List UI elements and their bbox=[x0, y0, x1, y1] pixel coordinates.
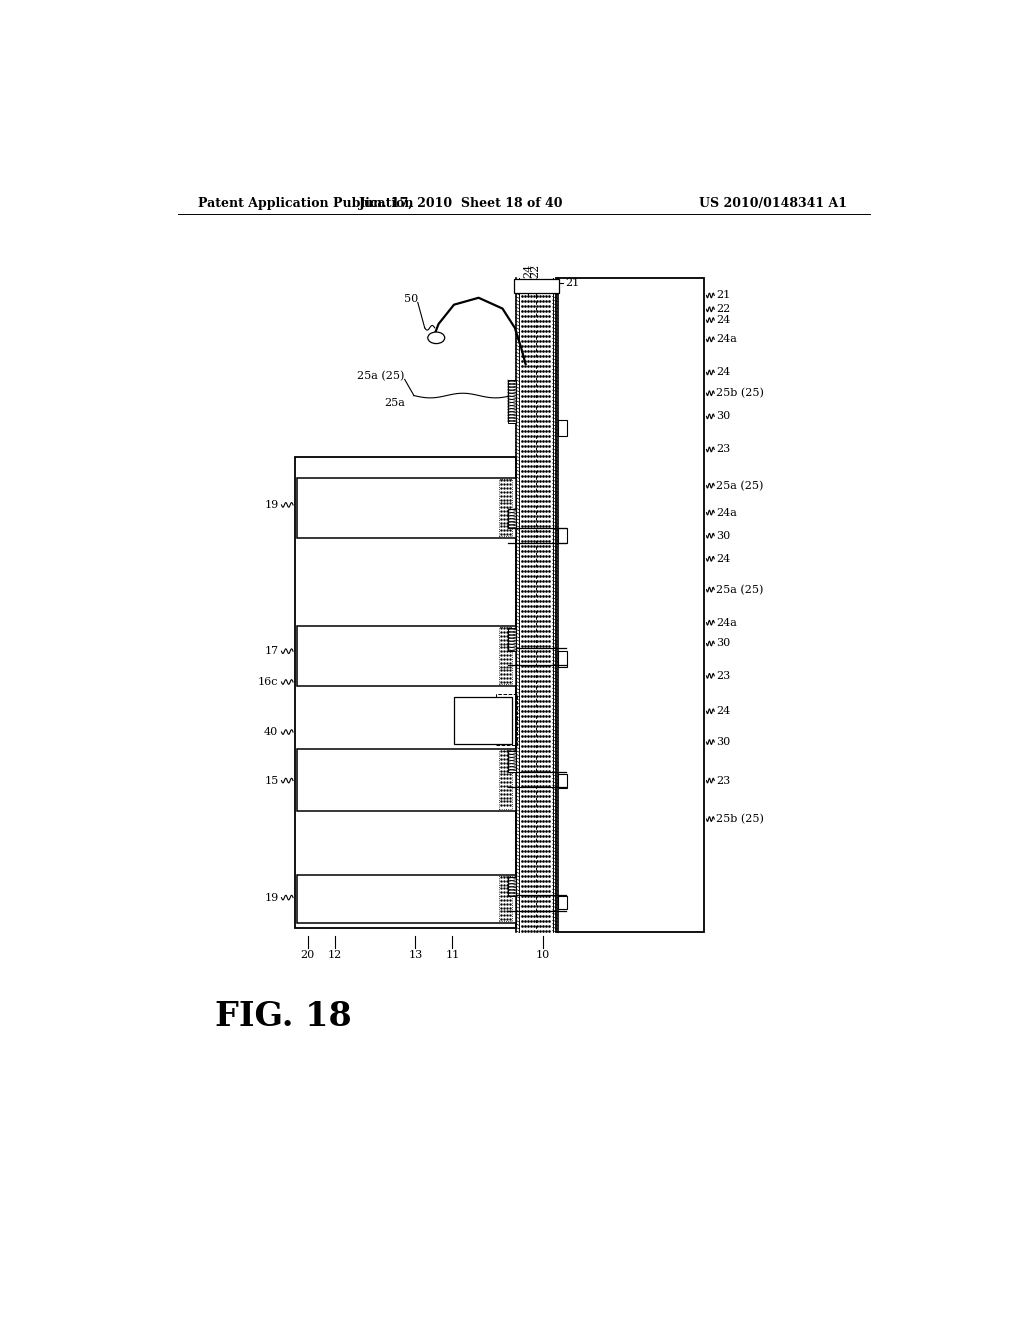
Bar bbox=[508, 876, 515, 896]
Text: 24: 24 bbox=[716, 315, 730, 325]
Bar bbox=[508, 628, 515, 651]
Bar bbox=[558, 775, 567, 788]
Bar bbox=[295, 457, 515, 928]
Bar bbox=[558, 896, 567, 909]
Bar bbox=[514, 280, 559, 293]
Bar bbox=[558, 651, 567, 667]
Text: 16c: 16c bbox=[258, 677, 279, 686]
Bar bbox=[508, 380, 515, 424]
Text: 17: 17 bbox=[264, 647, 279, 656]
Text: 25b (25): 25b (25) bbox=[716, 814, 764, 824]
Bar bbox=[297, 875, 515, 923]
Text: 30: 30 bbox=[716, 531, 730, 541]
Bar bbox=[499, 627, 512, 684]
Text: 13: 13 bbox=[409, 950, 423, 961]
Text: Jun. 17, 2010  Sheet 18 of 40: Jun. 17, 2010 Sheet 18 of 40 bbox=[359, 197, 564, 210]
Text: 23: 23 bbox=[716, 671, 730, 681]
Bar bbox=[558, 528, 567, 544]
Text: 30: 30 bbox=[716, 737, 730, 747]
Bar bbox=[297, 626, 515, 686]
Text: 21: 21 bbox=[716, 290, 730, 301]
Text: 19: 19 bbox=[264, 892, 279, 903]
Text: 30: 30 bbox=[716, 412, 730, 421]
Text: 24a: 24a bbox=[716, 618, 736, 628]
Text: US 2010/0148341 A1: US 2010/0148341 A1 bbox=[698, 197, 847, 210]
Text: 24: 24 bbox=[716, 367, 730, 378]
Text: 25b (25): 25b (25) bbox=[716, 388, 764, 399]
Text: 20: 20 bbox=[300, 950, 314, 961]
Text: 25a (25): 25a (25) bbox=[716, 585, 763, 595]
Text: 11: 11 bbox=[445, 950, 460, 961]
Text: Patent Application Publication: Patent Application Publication bbox=[199, 197, 414, 210]
Text: 40: 40 bbox=[264, 727, 279, 737]
Bar bbox=[556, 277, 705, 932]
Text: 19: 19 bbox=[264, 500, 279, 510]
Bar bbox=[497, 693, 517, 744]
Text: 23: 23 bbox=[716, 776, 730, 785]
Bar bbox=[297, 478, 515, 539]
Text: 22: 22 bbox=[716, 305, 730, 314]
Bar bbox=[558, 420, 567, 436]
Text: 24: 24 bbox=[716, 554, 730, 564]
Text: 25a (25): 25a (25) bbox=[716, 480, 763, 491]
Bar bbox=[499, 479, 512, 536]
Text: 12: 12 bbox=[328, 950, 342, 961]
Text: 24a: 24a bbox=[716, 508, 736, 517]
Text: 24: 24 bbox=[716, 706, 730, 717]
Text: 50: 50 bbox=[403, 294, 418, 305]
Text: 30: 30 bbox=[716, 639, 730, 648]
Bar bbox=[297, 748, 515, 810]
Ellipse shape bbox=[428, 333, 444, 343]
Text: 25a: 25a bbox=[384, 399, 404, 408]
Bar bbox=[508, 751, 515, 772]
Text: 24: 24 bbox=[523, 264, 532, 277]
Text: 23: 23 bbox=[716, 445, 730, 454]
Text: FIG. 18: FIG. 18 bbox=[215, 1001, 352, 1034]
Text: 10: 10 bbox=[536, 950, 550, 961]
Bar bbox=[454, 697, 512, 743]
Bar bbox=[499, 751, 512, 809]
Text: 24a: 24a bbox=[716, 334, 736, 345]
Text: 15: 15 bbox=[264, 776, 279, 785]
Bar bbox=[499, 876, 512, 921]
Text: 21: 21 bbox=[565, 279, 580, 288]
Text: 25a (25): 25a (25) bbox=[357, 371, 404, 381]
Text: 22: 22 bbox=[530, 264, 541, 277]
Bar bbox=[508, 508, 515, 528]
